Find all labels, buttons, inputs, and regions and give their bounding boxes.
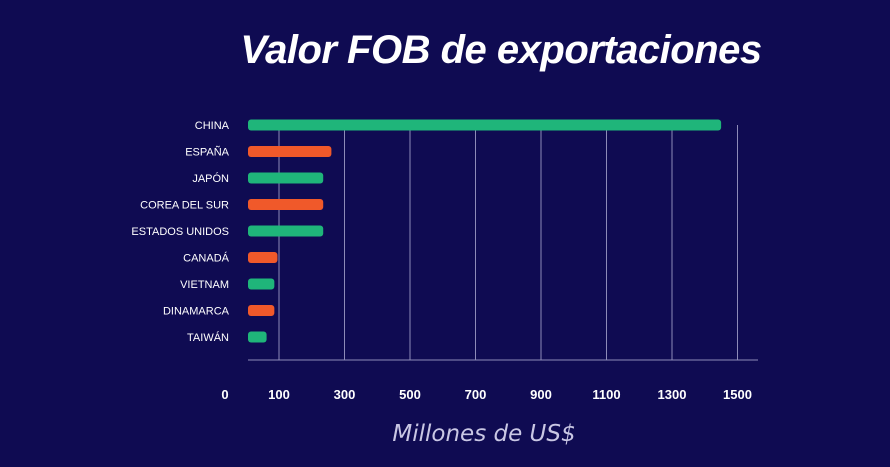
bar-1	[248, 146, 332, 157]
category-label-8: TAIWÁN	[187, 331, 229, 344]
bar-2	[248, 172, 324, 184]
bar-6	[248, 278, 275, 290]
category-label-3: COREA DEL SUR	[140, 200, 229, 212]
category-label-0: CHINA	[195, 120, 230, 132]
category-labels: CHINA ESPAÑA JAPÓN COREA DEL SUR ESTADOS UNI…	[131, 120, 229, 344]
category-label-1: ESPAÑA	[185, 146, 229, 159]
category-label-2: JAPÓN	[192, 172, 229, 185]
x-tick-label-100: 100	[268, 387, 290, 402]
x-tick-label-1100: 1100	[592, 387, 620, 402]
x-tick-label-500: 500	[399, 387, 421, 402]
bar-4	[248, 225, 324, 237]
x-tick-labels: 0 100 300 500 700 900 1100 1300 1500	[221, 387, 752, 402]
bar-7	[248, 305, 275, 316]
grid-lines	[248, 125, 758, 361]
x-tick-label-700: 700	[465, 387, 487, 402]
bar-5	[248, 252, 278, 263]
category-label-5: CANADÁ	[183, 252, 230, 265]
x-axis-label: Millones de US$	[392, 421, 575, 447]
bar-3	[248, 199, 324, 210]
x-tick-label-0: 0	[221, 387, 228, 402]
x-tick-label-300: 300	[334, 387, 356, 402]
bar-8	[248, 331, 267, 343]
x-tick-label-1300: 1300	[658, 387, 687, 402]
category-label-6: VIETNAM	[180, 279, 229, 291]
category-label-7: DINAMARCA	[163, 306, 230, 318]
x-tick-label-1500: 1500	[723, 387, 752, 402]
chart-title: Valor FOB de exportaciones	[240, 28, 762, 72]
bars	[248, 119, 722, 343]
bar-0	[248, 119, 722, 131]
x-tick-label-900: 900	[530, 387, 552, 402]
category-label-4: ESTADOS UNIDOS	[131, 226, 229, 238]
